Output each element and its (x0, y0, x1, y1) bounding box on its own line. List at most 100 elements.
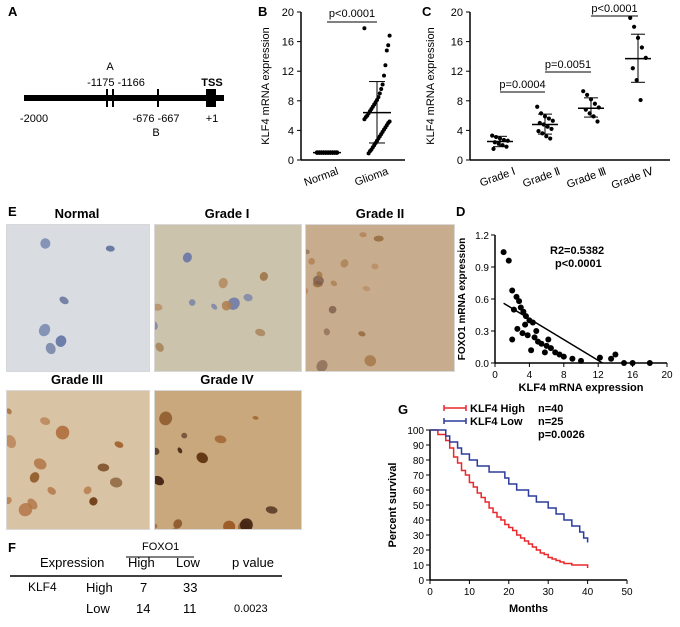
data-point (569, 355, 576, 362)
cell-nucleus (188, 299, 196, 306)
data-point (585, 92, 590, 97)
panel-letter-c: C (422, 4, 432, 19)
cell-nucleus (7, 435, 16, 449)
data-point (546, 116, 551, 121)
data-point (490, 133, 495, 138)
p-value-label: p<0.0001 (555, 258, 602, 270)
cell-nucleus (7, 408, 12, 415)
cell-nucleus (173, 519, 183, 529)
p-value-label: p=0.0051 (545, 59, 591, 71)
data-point (632, 24, 637, 29)
data-point (538, 340, 545, 347)
micrograph-grade-1 (154, 224, 302, 372)
micro-title-grade-2: Grade II (355, 206, 405, 221)
data-point (545, 336, 552, 343)
x-tick-label: 20 (661, 370, 673, 381)
y-tick-label: 20 (451, 7, 463, 19)
y-tick-label: 100 (407, 426, 424, 437)
data-point (629, 360, 636, 366)
x-tick-label: 0 (492, 370, 498, 381)
data-point (382, 73, 386, 78)
cell-nucleus (155, 447, 160, 455)
cell-nucleus (182, 252, 192, 263)
y-tick-label: 50 (413, 501, 425, 512)
survival-curve-low (430, 429, 589, 543)
cell-nucleus (221, 300, 232, 311)
data-point (379, 86, 384, 91)
data-point (533, 328, 540, 334)
data-point (612, 351, 619, 358)
cell-nucleus (259, 271, 269, 281)
legend-n-label: n=40 (538, 403, 563, 415)
cell-nucleus (358, 331, 366, 337)
y-tick-label: 8 (457, 96, 463, 108)
y-axis-label: KLF4 mRNA expression (260, 27, 272, 144)
data-point (628, 15, 633, 21)
y-tick-label: 90 (413, 441, 425, 452)
y-tick-label: 0 (418, 576, 424, 587)
x-tick-label: 10 (464, 587, 476, 598)
legend-label: KLF4 High (470, 403, 525, 415)
p-value-label: p<0.0001 (329, 8, 375, 20)
data-point (595, 119, 600, 124)
table-f-header-pvalue: p value (232, 555, 274, 570)
table-f-col-high: High (128, 555, 155, 570)
cell-nucleus (83, 486, 92, 495)
y-tick-label: 0 (288, 155, 294, 167)
y-tick-label: 8 (288, 96, 294, 108)
y-tick-label: 10 (413, 561, 425, 572)
micro-title-grade-1: Grade I (204, 206, 250, 221)
r-squared-label: R2=0.5382 (550, 245, 604, 257)
cell-nucleus (109, 477, 123, 488)
data-point (535, 104, 540, 109)
x-tick-label: 0 (427, 587, 433, 598)
cell-nucleus (181, 432, 188, 439)
table-f-row-high-label: High (86, 580, 113, 595)
micro-title-grade-4: Grade IV (200, 372, 254, 387)
legend-n-label: n=25 (538, 416, 563, 428)
cell-nucleus (18, 503, 33, 517)
data-point (536, 129, 541, 134)
micrograph-grade-2 (305, 224, 455, 372)
cell-nucleus (243, 293, 253, 302)
cell-nucleus (155, 475, 165, 486)
table-f-header-expression: Expression (40, 555, 105, 570)
cell-nucleus (40, 417, 51, 426)
y-tick-label: 16 (451, 37, 463, 49)
data-point (539, 111, 544, 116)
panel-letter-b: B (258, 4, 268, 19)
micro-title-normal: Normal (54, 206, 100, 221)
x-tick-label: 8 (561, 370, 567, 381)
cell-nucleus (55, 425, 70, 440)
cell-nucleus (159, 411, 173, 426)
x-tick-label: 4 (527, 370, 533, 381)
x-tick-label: Grade Ⅳ (610, 165, 656, 192)
data-point (550, 118, 555, 123)
x-tick-label: Grade Ⅰ (478, 166, 517, 190)
cell-nucleus (155, 303, 163, 311)
cell-nucleus (59, 296, 69, 305)
micrograph-normal (6, 224, 150, 372)
x-tick-label: Glioma (353, 165, 391, 188)
cell-nucleus (359, 232, 367, 238)
micro-title-grade-3: Grade III (50, 372, 104, 387)
cell-nucleus (316, 271, 323, 278)
cell-nucleus (362, 285, 371, 292)
y-tick-label: 70 (413, 471, 425, 482)
cell-nucleus (265, 506, 278, 514)
chart-g-survival: 0 10 20 30 40 50 60 70 80 90 100 0 10 20 30 40 50 Months P… (387, 403, 633, 615)
cell-nucleus (330, 280, 338, 287)
y-tick-label: 30 (413, 531, 425, 542)
promoter-line (24, 95, 224, 101)
table-f-row-gene: KLF4 (28, 580, 57, 594)
start-label: -2000 (20, 113, 48, 125)
cell-nucleus (316, 359, 328, 371)
cell-nucleus (306, 249, 310, 255)
p-value-label: p<0.0001 (591, 3, 637, 15)
data-point (529, 319, 536, 326)
y-tick-label: 16 (282, 37, 294, 49)
table-f-rules (10, 556, 282, 577)
y-tick-label: 1.2 (475, 231, 489, 242)
x-tick-label: 40 (582, 587, 594, 598)
cell-nucleus (38, 323, 51, 337)
